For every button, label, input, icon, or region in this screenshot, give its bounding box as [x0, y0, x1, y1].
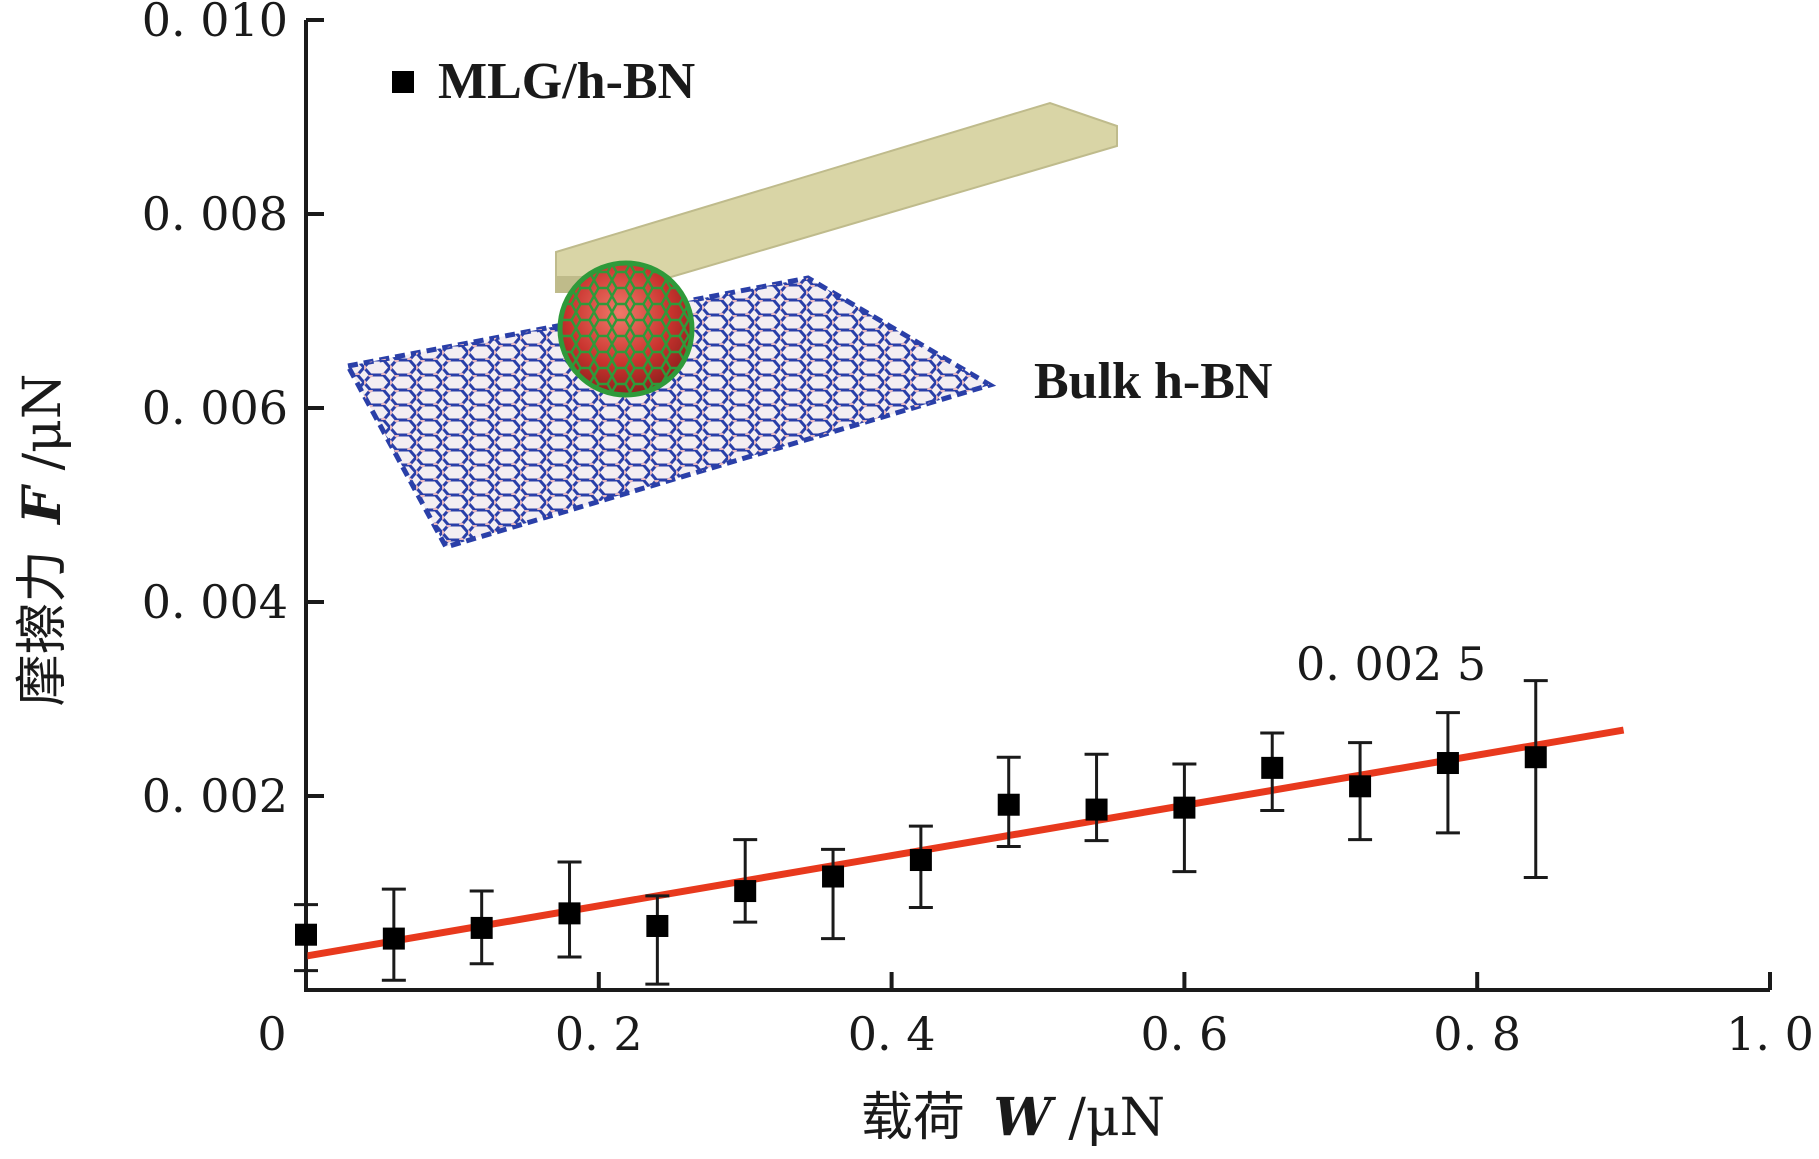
data-marker	[646, 914, 669, 937]
y-axis-title: 摩擦力 F /μN	[12, 374, 73, 707]
y-tick-label: 0. 006	[142, 381, 288, 435]
fit-slope-label: 0. 002 5	[1296, 637, 1486, 691]
data-marker	[382, 927, 405, 950]
axes: 0. 002 0. 004 0. 006 0. 008 0. 010 0 0. 2 0. 4…	[142, 0, 1814, 1061]
data-marker	[558, 902, 581, 925]
x-axis-title: 载荷 W /μN	[861, 1087, 1165, 1148]
data-marker	[1261, 756, 1284, 779]
x-tick-label: 0. 4	[848, 1007, 936, 1061]
x-tick-label: 0. 6	[1141, 1007, 1229, 1061]
data-point	[557, 860, 582, 959]
x-tick-label: 1. 0	[1726, 1007, 1814, 1061]
data-marker	[1524, 746, 1547, 769]
data-point	[996, 755, 1021, 848]
y-axis-title-text: 摩擦力	[13, 550, 73, 706]
data-point	[645, 894, 670, 986]
data-marker	[470, 916, 493, 939]
data-point	[381, 887, 406, 982]
x-axis-title-var: W	[993, 1087, 1056, 1148]
data-point	[1172, 762, 1197, 874]
inset-illustration	[344, 101, 1118, 550]
legend-marker	[392, 71, 414, 93]
data-point	[1435, 711, 1460, 835]
data-marker	[1085, 798, 1108, 821]
data-point	[733, 838, 758, 924]
x-axis-title-text: 载荷	[861, 1088, 965, 1148]
data-marker	[909, 849, 932, 872]
x-axis-title-unit: /μN	[1068, 1088, 1165, 1148]
legend: MLG/h-BN	[392, 53, 695, 110]
y-axis-title-var: F	[12, 484, 73, 526]
legend-label: MLG/h-BN	[438, 53, 695, 110]
y-tick-label: 0. 004	[142, 575, 288, 629]
y-tick-label: 0. 010	[142, 0, 288, 47]
x-tick-label: 0. 2	[555, 1007, 643, 1061]
data-point	[821, 847, 846, 941]
bulk-hbn-lattice	[348, 278, 990, 547]
data-point	[1260, 731, 1285, 813]
data-marker	[822, 865, 845, 888]
inset-label: Bulk h-BN	[1034, 353, 1272, 410]
data-point	[1523, 679, 1548, 879]
data-points	[294, 679, 1548, 986]
data-marker	[1349, 775, 1372, 798]
data-point	[1084, 752, 1109, 843]
data-marker	[295, 923, 317, 946]
data-marker	[997, 793, 1020, 816]
x-tick-label: 0	[257, 1007, 286, 1061]
data-point	[469, 889, 494, 966]
mlg-ball-outline	[557, 260, 695, 398]
data-point	[908, 824, 933, 910]
y-tick-label: 0. 002	[142, 769, 288, 823]
y-ticks: 0. 002 0. 004 0. 006 0. 008 0. 010	[142, 0, 324, 823]
x-ticks: 0 0. 2 0. 4 0. 6 0. 8 1. 0	[257, 972, 1814, 1061]
y-tick-label: 0. 008	[142, 187, 288, 241]
mlg-ball-lattice	[560, 263, 692, 395]
data-marker	[1436, 752, 1459, 775]
data-point	[294, 903, 318, 973]
y-axis-title-unit: /μN	[13, 374, 73, 471]
data-point	[1348, 741, 1373, 842]
data-marker	[734, 880, 757, 903]
fit-line	[305, 726, 1625, 960]
data-marker	[1173, 796, 1196, 819]
x-tick-label: 0. 8	[1433, 1007, 1521, 1061]
